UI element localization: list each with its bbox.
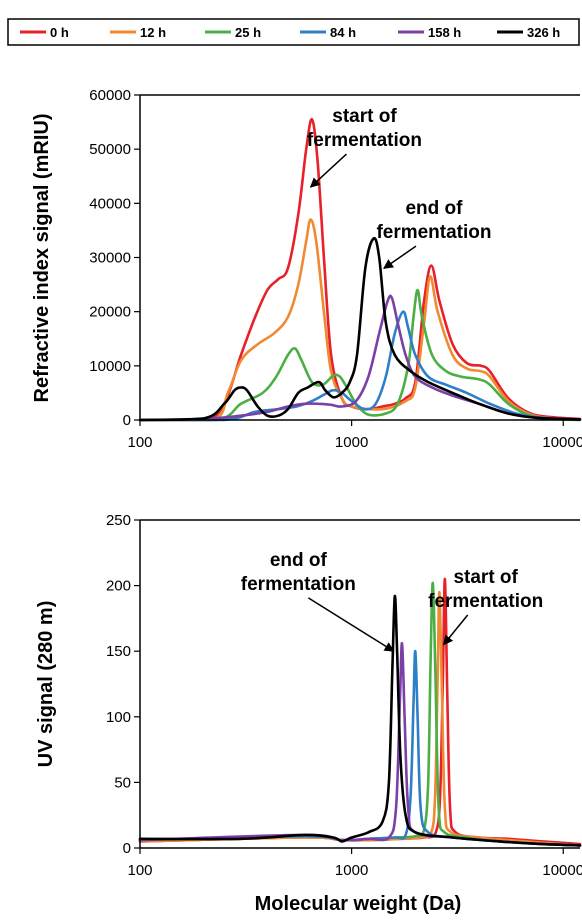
uv-ticks: 0 50 100 150 200 250 100 1000 10000	[106, 512, 582, 879]
x-tick-label: 100	[127, 862, 152, 879]
y-tick-label: 10000	[89, 358, 131, 375]
y-tick-label: 0	[123, 412, 131, 429]
series-line-84h	[138, 310, 582, 422]
uv-panel: 0 50 100 150 200 250 100 1000 10000 UV signal (2…	[35, 512, 582, 915]
ri-series-layer	[138, 118, 582, 422]
uv-annotations: end of fermentation start of fermentation	[241, 550, 543, 652]
y-tick-label: 60000	[89, 87, 131, 104]
series-line-0h	[138, 118, 582, 422]
uv-axes	[139, 519, 580, 849]
x-tick-label: 100	[127, 434, 152, 451]
legend-label: 25 h	[235, 25, 261, 40]
legend-label: 0 h	[50, 25, 69, 40]
y-tick-label: 40000	[89, 195, 131, 212]
annotation-arrow	[307, 597, 395, 652]
series-line-25h	[138, 581, 582, 847]
y-tick-label: 250	[106, 512, 131, 529]
uv-y-axis-title: UV signal (280 m)	[35, 601, 57, 768]
y-tick-label: 150	[106, 643, 131, 660]
x-tick-label: 1000	[335, 862, 368, 879]
legend: 0 h 12 h 25 h 84 h 158 h 326 h	[7, 18, 580, 46]
y-tick-label: 30000	[89, 250, 131, 267]
refractive-index-panel: 0 10000 20000 30000 40000 50000 60000 100 1000 10…	[31, 87, 582, 451]
x-tick-label: 1000	[335, 434, 368, 451]
ri-ticks: 0 10000 20000 30000 40000 50000 60000 100 1000 10…	[89, 87, 582, 451]
uv-series-layer	[138, 577, 582, 847]
y-tick-label: 20000	[89, 304, 131, 321]
ri-annotations: start of fermentation end of fermentation	[307, 106, 492, 269]
ri-y-axis-title: Refractive index signal (mRIU)	[31, 114, 53, 403]
x-tick-label: 10000	[542, 862, 582, 879]
annotation-label: start of fermentation	[428, 567, 543, 612]
series-line-0h	[138, 577, 582, 846]
x-tick-label: 10000	[542, 434, 582, 451]
annotation-arrow	[442, 614, 469, 646]
series-line-326h	[138, 236, 582, 422]
legend-label: 326 h	[527, 25, 560, 40]
y-tick-label: 50	[114, 774, 131, 791]
annotation-label: end of fermentation	[376, 198, 491, 243]
y-tick-label: 0	[123, 840, 131, 857]
legend-label: 84 h	[330, 25, 356, 40]
uv-x-axis-title: Molecular weight (Da)	[255, 893, 462, 915]
annotation-arrow	[383, 245, 417, 269]
annotation-label: end of fermentation	[241, 550, 356, 595]
legend-label: 12 h	[140, 25, 166, 40]
annotation-arrow	[309, 153, 347, 188]
legend-items: 0 h 12 h 25 h 84 h 158 h 326 h	[20, 25, 560, 40]
series-line-84h	[138, 649, 582, 847]
legend-label: 158 h	[428, 25, 461, 40]
annotation-label: start of fermentation	[307, 106, 422, 151]
series-line-158h	[138, 641, 582, 847]
series-line-25h	[138, 288, 582, 422]
series-line-326h	[138, 594, 582, 847]
y-tick-label: 100	[106, 709, 131, 726]
y-tick-label: 200	[106, 578, 131, 595]
y-tick-label: 50000	[89, 141, 131, 158]
series-line-12h	[138, 218, 582, 422]
series-line-158h	[138, 294, 582, 422]
legend-box	[7, 18, 580, 46]
